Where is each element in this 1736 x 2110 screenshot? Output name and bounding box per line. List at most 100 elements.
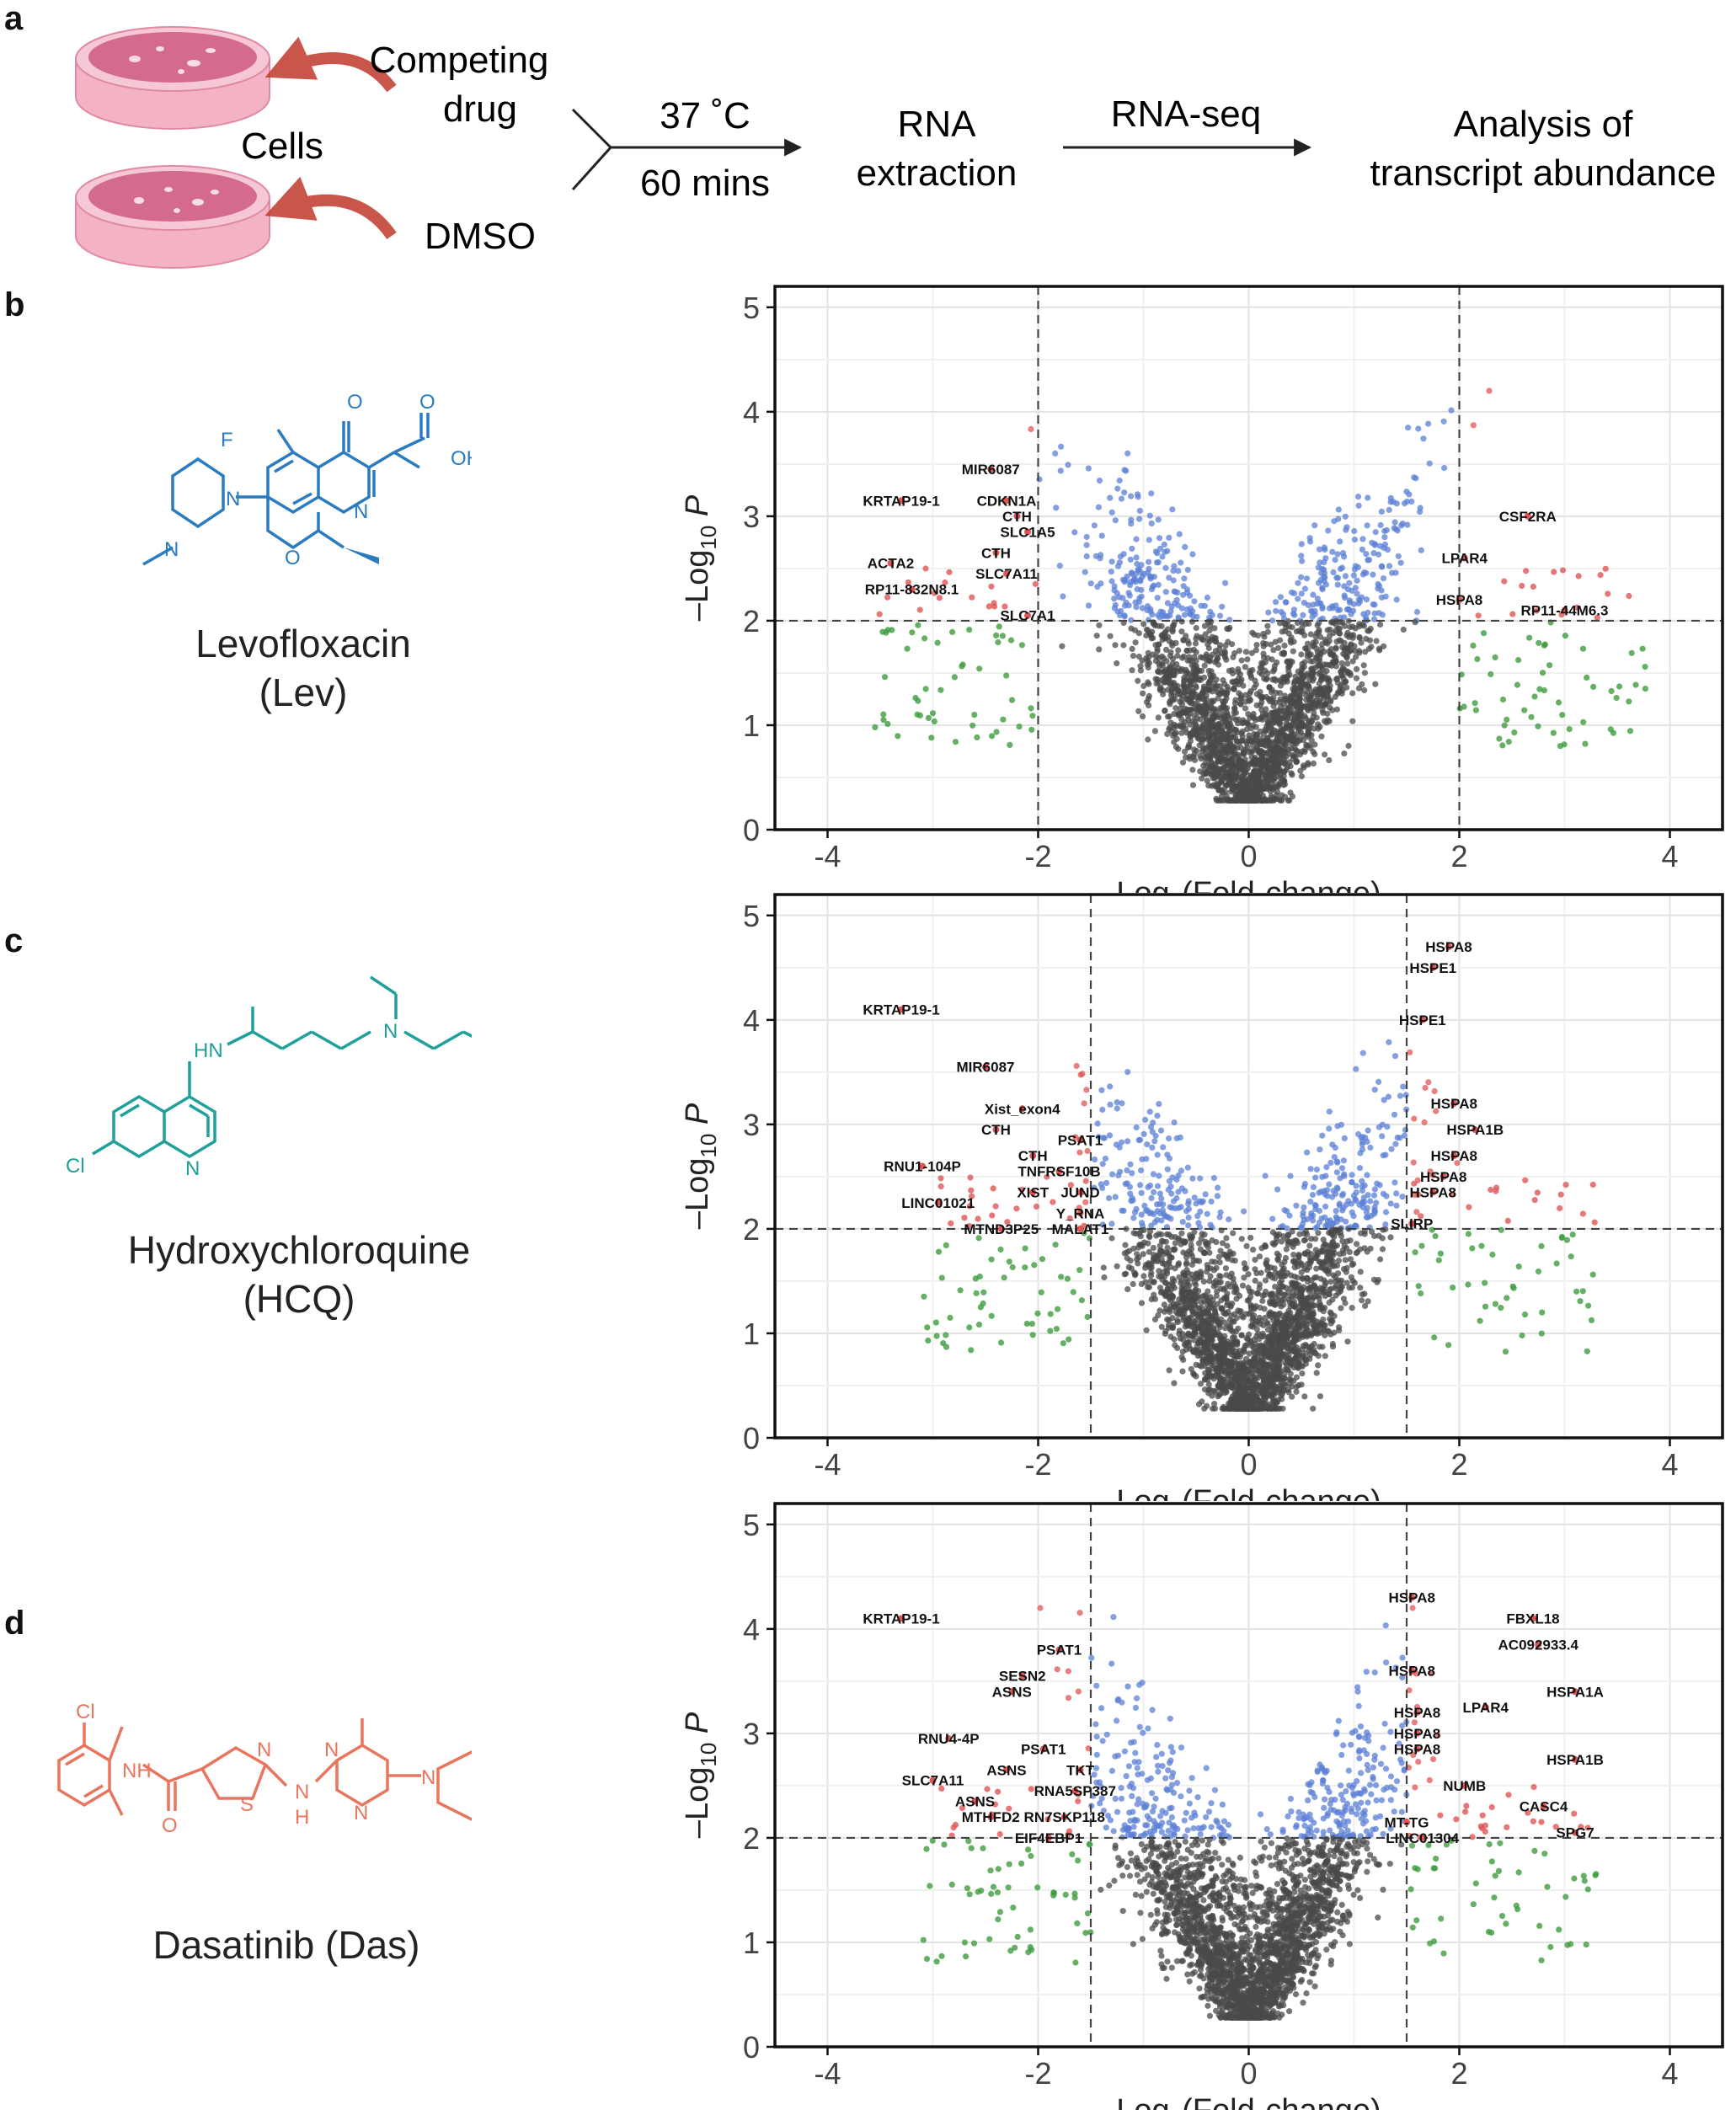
- point: [1210, 1405, 1216, 1412]
- point: [1222, 1311, 1229, 1317]
- point: [1164, 1166, 1171, 1173]
- point: [1370, 550, 1377, 557]
- point: [1301, 1393, 1308, 1400]
- point: [1102, 1155, 1108, 1162]
- point: [1486, 387, 1493, 394]
- point: [1192, 701, 1199, 708]
- point: [1312, 1205, 1319, 1212]
- point: [1240, 790, 1247, 797]
- point: [1499, 742, 1506, 749]
- point: [1148, 1194, 1155, 1201]
- label-point: [1561, 606, 1568, 614]
- point: [1322, 1332, 1328, 1338]
- hcq-abbr: (HCQ): [243, 1277, 355, 1321]
- point: [1312, 686, 1319, 692]
- point: [1028, 425, 1034, 433]
- point: [1187, 1234, 1194, 1241]
- point: [1214, 1193, 1221, 1199]
- point: [1159, 676, 1166, 683]
- point: [1531, 693, 1538, 700]
- point: [1293, 702, 1300, 709]
- point: [1200, 674, 1208, 681]
- point: [1192, 676, 1199, 683]
- point: [1170, 1304, 1177, 1311]
- point: [1255, 780, 1262, 788]
- x-tick-label: -2: [1024, 839, 1051, 873]
- point: [1351, 537, 1358, 543]
- point: [1260, 731, 1267, 738]
- panel-label-a: a: [4, 0, 24, 37]
- point: [1096, 477, 1103, 484]
- point: [925, 714, 932, 722]
- point: [1417, 505, 1424, 511]
- point: [1202, 631, 1209, 638]
- point: [1230, 714, 1237, 721]
- point: [1642, 664, 1648, 670]
- point: [1310, 748, 1317, 756]
- point: [1307, 651, 1314, 658]
- point: [1341, 1171, 1348, 1178]
- point: [1234, 751, 1241, 758]
- point: [1210, 752, 1216, 759]
- label-point: [992, 549, 1000, 557]
- point: [1007, 741, 1013, 749]
- point: [1361, 1290, 1368, 1297]
- point: [1107, 633, 1114, 639]
- point: [1277, 690, 1284, 697]
- point: [1231, 685, 1237, 692]
- point: [1322, 555, 1329, 562]
- point: [1602, 565, 1609, 572]
- point: [1421, 1119, 1428, 1126]
- point: [1137, 663, 1144, 670]
- point: [1359, 536, 1366, 542]
- point: [922, 565, 929, 572]
- point: [1222, 580, 1229, 586]
- point: [1283, 1246, 1290, 1253]
- point: [1397, 559, 1404, 566]
- point: [1310, 1405, 1317, 1412]
- point: [1209, 1258, 1215, 1265]
- point: [1322, 751, 1328, 758]
- point: [1156, 1210, 1163, 1217]
- point: [1319, 707, 1326, 713]
- gene-label: CDKN1A: [977, 493, 1037, 509]
- label-point: [1456, 596, 1463, 604]
- point: [1116, 594, 1123, 601]
- point: [1221, 797, 1227, 804]
- point: [1132, 599, 1139, 606]
- point: [1297, 708, 1304, 714]
- y-tick-label: 5: [743, 291, 760, 325]
- point: [1129, 645, 1135, 652]
- point: [1298, 651, 1305, 658]
- point: [1183, 754, 1189, 761]
- point: [1244, 785, 1251, 792]
- point: [1215, 1253, 1222, 1260]
- point: [1183, 669, 1190, 676]
- point: [1237, 700, 1244, 707]
- point: [1305, 681, 1311, 688]
- point: [1162, 707, 1168, 714]
- point: [999, 633, 1006, 639]
- point: [1305, 761, 1311, 768]
- point: [1134, 585, 1140, 593]
- point: [1151, 728, 1158, 734]
- point: [1249, 713, 1256, 720]
- point: [1119, 1207, 1125, 1214]
- y-tick-label: 2: [743, 604, 760, 638]
- point: [921, 635, 928, 642]
- point: [1153, 559, 1161, 566]
- point: [1384, 1124, 1391, 1130]
- point: [1579, 645, 1587, 652]
- point: [1351, 527, 1358, 535]
- point: [1236, 675, 1242, 681]
- point: [1290, 694, 1296, 702]
- point: [1268, 641, 1274, 648]
- y-axis-title: –Log10 P: [680, 494, 721, 621]
- point: [1209, 697, 1215, 704]
- point: [1145, 1183, 1151, 1190]
- point: [988, 583, 995, 590]
- point: [1140, 690, 1146, 697]
- point: [1300, 732, 1306, 739]
- point: [1235, 1391, 1242, 1397]
- point: [1115, 563, 1122, 569]
